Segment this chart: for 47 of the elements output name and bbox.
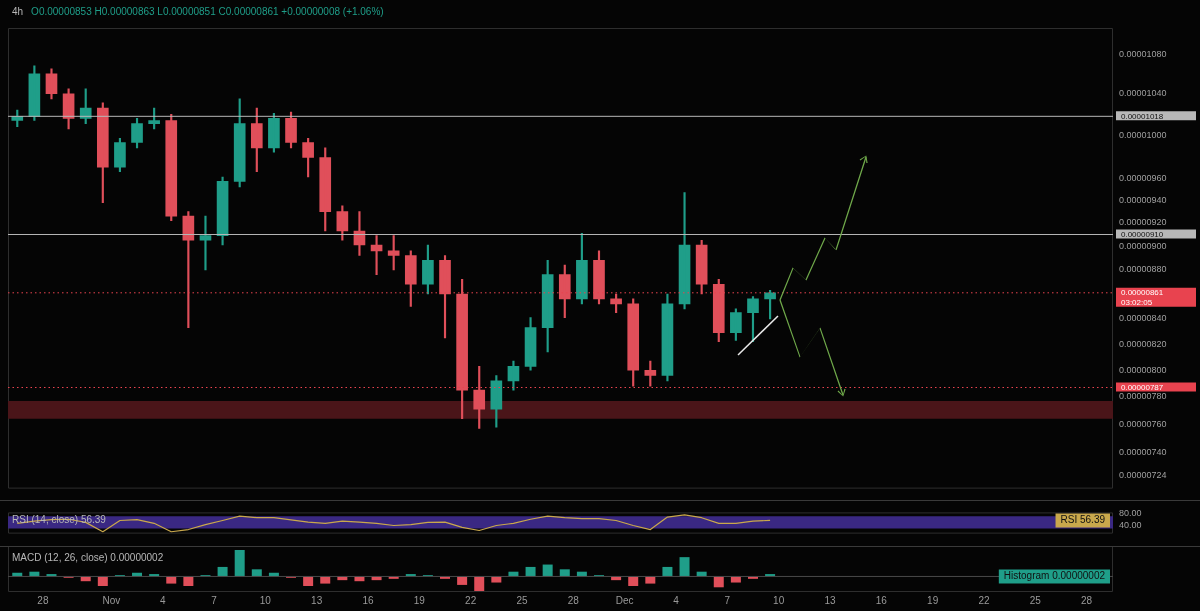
ref-line-label: 0.00000910 — [1121, 229, 1164, 239]
x-tick-label: Nov — [102, 594, 121, 606]
y-tick-label: 0.00001000 — [1119, 129, 1167, 140]
x-tick-label: 10 — [259, 594, 272, 606]
x-tick-label: 13 — [824, 594, 836, 606]
chart-subtitle: O0.00000853 H0.00000863 L0.00000851 C0.00000861 +0.00000008 (+1.06%) — [31, 5, 384, 17]
y-tick-label: 0.00000960 — [1119, 172, 1167, 183]
ref-line-label: 0.00000861 03:02:05 — [1121, 288, 1164, 308]
annotation: RSI 56.39 — [1060, 514, 1106, 526]
x-tick-label: 28 — [567, 594, 580, 606]
y-tick-label: 0.00000780 — [1119, 391, 1167, 402]
x-tick-label: 4 — [673, 594, 680, 606]
y-tick-label: 0.00001080 — [1119, 48, 1167, 59]
x-tick-label: Dec — [615, 594, 634, 606]
x-tick-label: 7 — [724, 594, 731, 606]
x-tick-label: 4 — [159, 594, 166, 606]
y-tick-label: 0.00000820 — [1119, 338, 1167, 349]
ref-line-label: 0.00000787 — [1121, 382, 1164, 392]
x-tick-label: 28 — [1081, 594, 1093, 606]
x-tick-label: 13 — [311, 594, 323, 606]
x-tick-label: 25 — [516, 594, 528, 606]
x-tick-label: 22 — [465, 594, 477, 606]
x-tick-label: 10 — [773, 594, 785, 606]
y-tick-label: 0.00000740 — [1119, 446, 1167, 457]
y-tick-label: 0.00000900 — [1119, 240, 1167, 251]
x-tick-label: 19 — [413, 594, 426, 606]
x-tick-label: 19 — [927, 594, 939, 606]
x-tick-label: 7 — [211, 594, 218, 606]
x-tick-label: 16 — [362, 594, 375, 606]
x-tick-label: 16 — [875, 594, 888, 606]
x-tick-label: 22 — [978, 594, 990, 606]
annotation: Histogram 0.00000002 — [1003, 570, 1106, 582]
y-tick-label: 0.00000840 — [1119, 313, 1167, 324]
y-tick-label: 0.00000920 — [1119, 217, 1167, 228]
y-tick-label: 0.00000880 — [1119, 264, 1167, 275]
y-tick-label: 0.00000800 — [1119, 364, 1167, 375]
y-tick-label: 0.00000724 — [1119, 469, 1167, 480]
ref-line-label: 0.00001018 — [1121, 111, 1164, 121]
y-tick-label: 0.00001040 — [1119, 88, 1167, 99]
x-tick-label: 28 — [37, 594, 49, 606]
y-tick-label: 80.00 — [1119, 507, 1142, 518]
chart-title: 4h — [12, 5, 24, 17]
y-tick-label: 40.00 — [1119, 519, 1142, 530]
x-tick-label: 25 — [1029, 594, 1042, 606]
chart-title: MACD (12, 26, close) 0.00000002 — [12, 551, 164, 563]
y-tick-label: 0.00000940 — [1119, 194, 1167, 205]
y-tick-label: 0.00000760 — [1119, 418, 1167, 429]
